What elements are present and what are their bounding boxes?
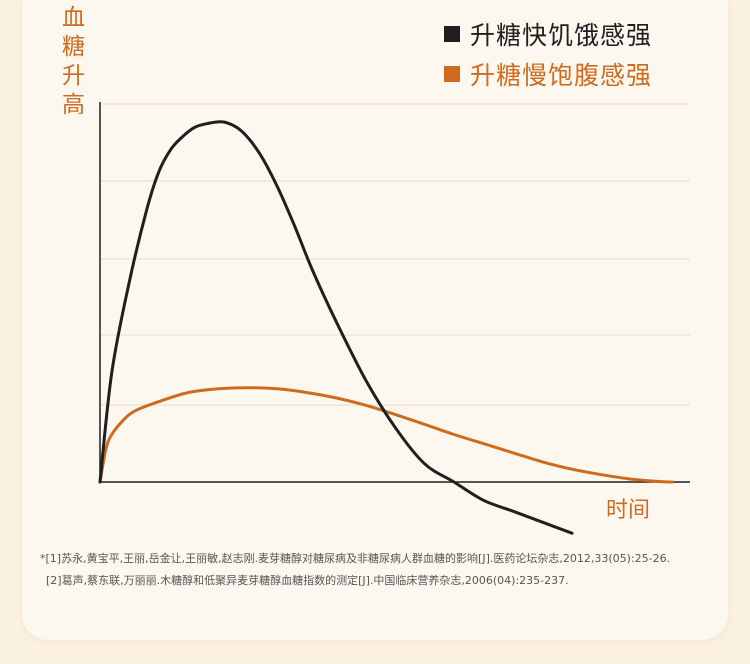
- reference-1: *[1]苏永,黄宝平,王丽,岳金让,王丽敏,赵志刚.麦芽糖醇对糖尿病及非糖尿病人…: [40, 552, 671, 565]
- y-axis-label: 血糖升高: [62, 5, 85, 118]
- legend-swatch-slow: [444, 66, 460, 82]
- legend-label-slow: 升糖慢饱腹感强: [470, 61, 653, 90]
- references: *[1]苏永,黄宝平,王丽,岳金让,王丽敏,赵志刚.麦芽糖醇对糖尿病及非糖尿病人…: [40, 548, 720, 592]
- x-axis-label: 时间: [606, 498, 651, 523]
- series-line-slow: [98, 386, 674, 484]
- legend-item-fast: 升糖快饥饿感强: [444, 14, 652, 54]
- chart-card: [22, 0, 728, 640]
- reference-2: [2]葛声,蔡东联,万丽丽.木糖醇和低聚异麦芽糖醇血糖指数的测定[J].中国临床…: [46, 574, 569, 587]
- chart-legend: 升糖快饥饿感强 升糖慢饱腹感强: [444, 14, 652, 94]
- series-line-fast: [98, 120, 574, 535]
- legend-swatch-fast: [444, 26, 460, 42]
- legend-label-fast: 升糖快饥饿感强: [470, 21, 653, 50]
- legend-item-slow: 升糖慢饱腹感强: [444, 54, 652, 94]
